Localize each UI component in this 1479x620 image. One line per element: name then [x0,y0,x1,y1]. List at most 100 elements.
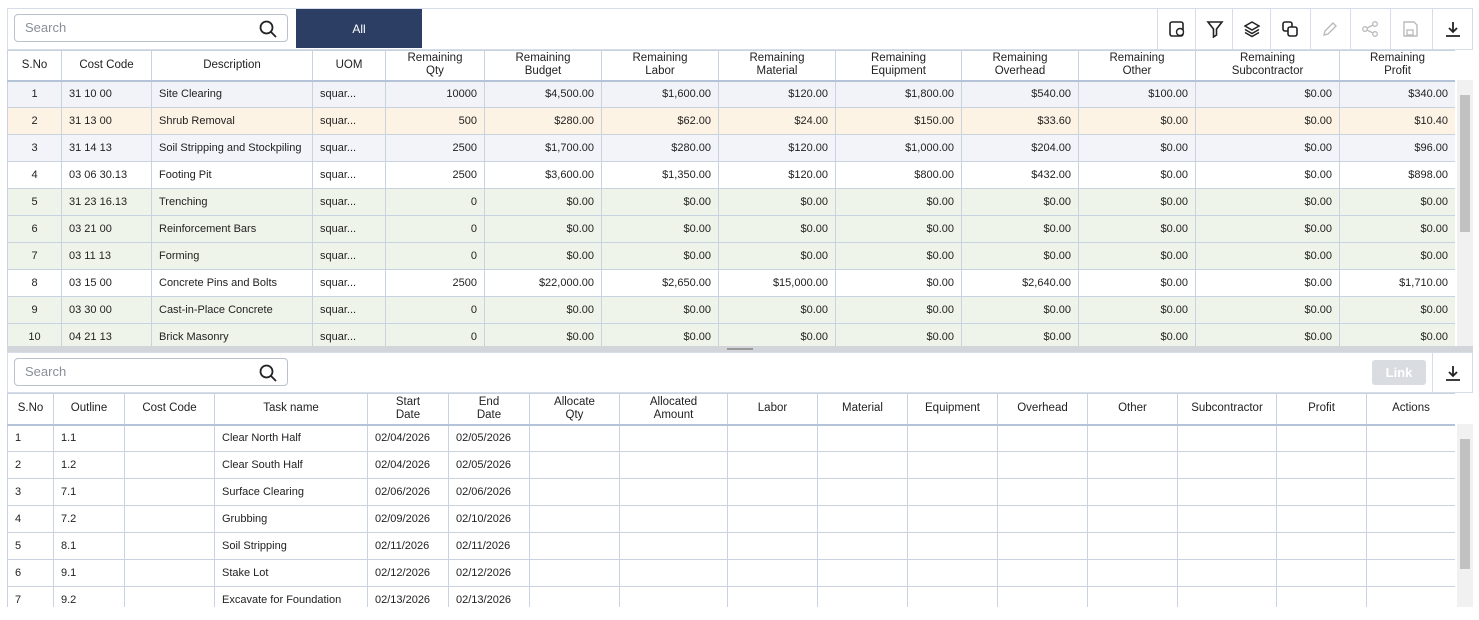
table-row[interactable]: 5 8.1 Soil Stripping 02/11/2026 02/11/2026 [7,532,1455,560]
table-cell: 9 [7,296,62,324]
cell-text: 0 [470,196,477,208]
table-cell [124,586,215,607]
cell-text: $280.00 [671,142,711,154]
download-icon[interactable] [1432,9,1473,49]
layers-icon[interactable] [1232,9,1270,49]
table-cell: 02/11/2026 [367,532,449,560]
table-cell: 02/06/2026 [367,478,449,506]
table-cell [1366,451,1455,479]
table-cell [1087,586,1178,607]
top-scrollbar[interactable] [1457,80,1473,346]
table-row[interactable]: 10 04 21 13 Brick Masonry squar... 0 $0.00 $0.… [7,323,1455,346]
header-text: Remaining Material [749,52,805,78]
table-cell: $204.00 [961,134,1079,162]
table-row[interactable]: 7 03 11 13 Forming squar... 0 $0.00 $0.00 $0.00… [7,242,1455,270]
table-row[interactable]: 6 9.1 Stake Lot 02/12/2026 02/12/2026 [7,559,1455,587]
table-cell [619,451,728,479]
header-text: Equipment [925,402,980,415]
column-header: UOM [312,50,386,82]
column-header: Remaining Equipment [835,50,962,82]
table-cell [1177,424,1277,452]
table-row[interactable]: 6 03 21 00 Reinforcement Bars squar... 0 $0.0… [7,215,1455,243]
filter-icon[interactable] [1195,9,1233,49]
cell-text: $0.00 [1160,169,1188,181]
table-row[interactable]: 9 03 30 00 Cast-in-Place Concrete squar... 0… [7,296,1455,324]
cell-text: 2500 [452,169,477,181]
cell-text: squar... [320,115,357,127]
table-cell: 02/09/2026 [367,505,449,533]
cell-text: 02/06/2026 [456,486,512,498]
cell-text: 500 [458,115,477,127]
table-cell [727,478,818,506]
cell-text: Excavate for Foundation [222,594,342,606]
save-icon[interactable] [1390,9,1428,49]
download-icon[interactable] [1432,353,1473,392]
top-search[interactable]: Search [14,14,288,42]
table-cell: 7 [7,242,62,270]
cell-text: 5 [15,540,22,552]
share-icon[interactable] [1350,9,1388,49]
table-cell: Clear North Half [214,424,368,452]
cell-text: $0.00 [1304,250,1332,262]
filter-all-button[interactable]: All [296,9,422,48]
settings-icon[interactable] [1157,9,1195,49]
table-cell: $0.00 [1339,188,1455,216]
table-row[interactable]: 3 7.1 Surface Clearing 02/06/2026 02/06/2026 [7,478,1455,506]
table-row[interactable]: 4 03 06 30.13 Footing Pit squar... 2500 $3,60… [7,161,1455,189]
link-button[interactable]: Link [1372,360,1426,385]
bottom-search[interactable]: Search [14,358,288,386]
table-cell: 4 [7,161,62,189]
table-cell: 02/10/2026 [448,505,530,533]
table-row[interactable]: 3 31 14 13 Soil Stripping and Stockpiling s… [7,134,1455,162]
cell-text: 02/11/2026 [456,540,511,552]
table-cell [529,424,620,452]
table-row[interactable]: 4 7.2 Grubbing 02/09/2026 02/10/2026 [7,505,1455,533]
table-row[interactable]: 1 1.1 Clear North Half 02/04/2026 02/05/2026 [7,424,1455,452]
top-toolbar [7,8,1473,50]
table-row[interactable]: 5 31 23 16.13 Trenching squar... 0 $0.00 $0.00… [7,188,1455,216]
table-cell: 9.1 [53,559,125,587]
table-cell: 8.1 [53,532,125,560]
bottom-table-container: S.No Outline Cost Code Task name Start Date E… [7,393,1455,607]
table-cell: Excavate for Foundation [214,586,368,607]
edit-icon[interactable] [1310,9,1348,49]
cell-text: 1 [15,432,22,445]
table-row[interactable]: 1 31 10 00 Site Clearing squar... 10000 $4,50… [7,80,1455,108]
table-cell: $540.00 [961,80,1079,108]
header-text: End Date [476,395,502,421]
table-cell [997,505,1088,533]
scroll-thumb [1460,95,1470,232]
table-cell: $0.00 [1078,188,1196,216]
table-cell [124,559,215,587]
header-text: Remaining Labor [632,52,688,78]
table-cell [1366,424,1455,452]
table-cell: $15,000.00 [718,269,836,297]
table-cell [529,451,620,479]
icon [1242,21,1261,38]
table-cell [1177,532,1277,560]
cell-text: 0 [470,331,477,343]
table-cell: $0.00 [1195,215,1340,243]
table-cell: Clear South Half [214,451,368,479]
cell-text: $0.00 [1160,223,1188,235]
table-row[interactable]: 7 9.2 Excavate for Foundation 02/13/2026 02/… [7,586,1455,607]
table-row[interactable]: 2 31 13 00 Shrub Removal squar... 500 $280.00… [7,107,1455,135]
table-cell [124,478,215,506]
splitter[interactable] [7,346,1473,352]
table-cell: 1.2 [53,451,125,479]
table-cell: $280.00 [601,134,719,162]
table-cell: $62.00 [601,107,719,135]
column-header: Cost Code [61,50,152,82]
table-cell: $898.00 [1339,161,1455,189]
table-cell [997,559,1088,587]
table-cell [727,559,818,587]
header-text: Subcontractor [1191,402,1263,415]
table-cell: Concrete Pins and Bolts [151,269,313,297]
table-cell: 5 [7,532,54,560]
table-row[interactable]: 8 03 15 00 Concrete Pins and Bolts squar...… [7,269,1455,297]
cell-text: 7.1 [61,486,77,498]
bottom-scrollbar[interactable] [1457,424,1473,607]
table-cell [529,478,620,506]
table-row[interactable]: 2 1.2 Clear South Half 02/04/2026 02/05/2026 [7,451,1455,479]
copy-icon[interactable] [1270,9,1308,49]
